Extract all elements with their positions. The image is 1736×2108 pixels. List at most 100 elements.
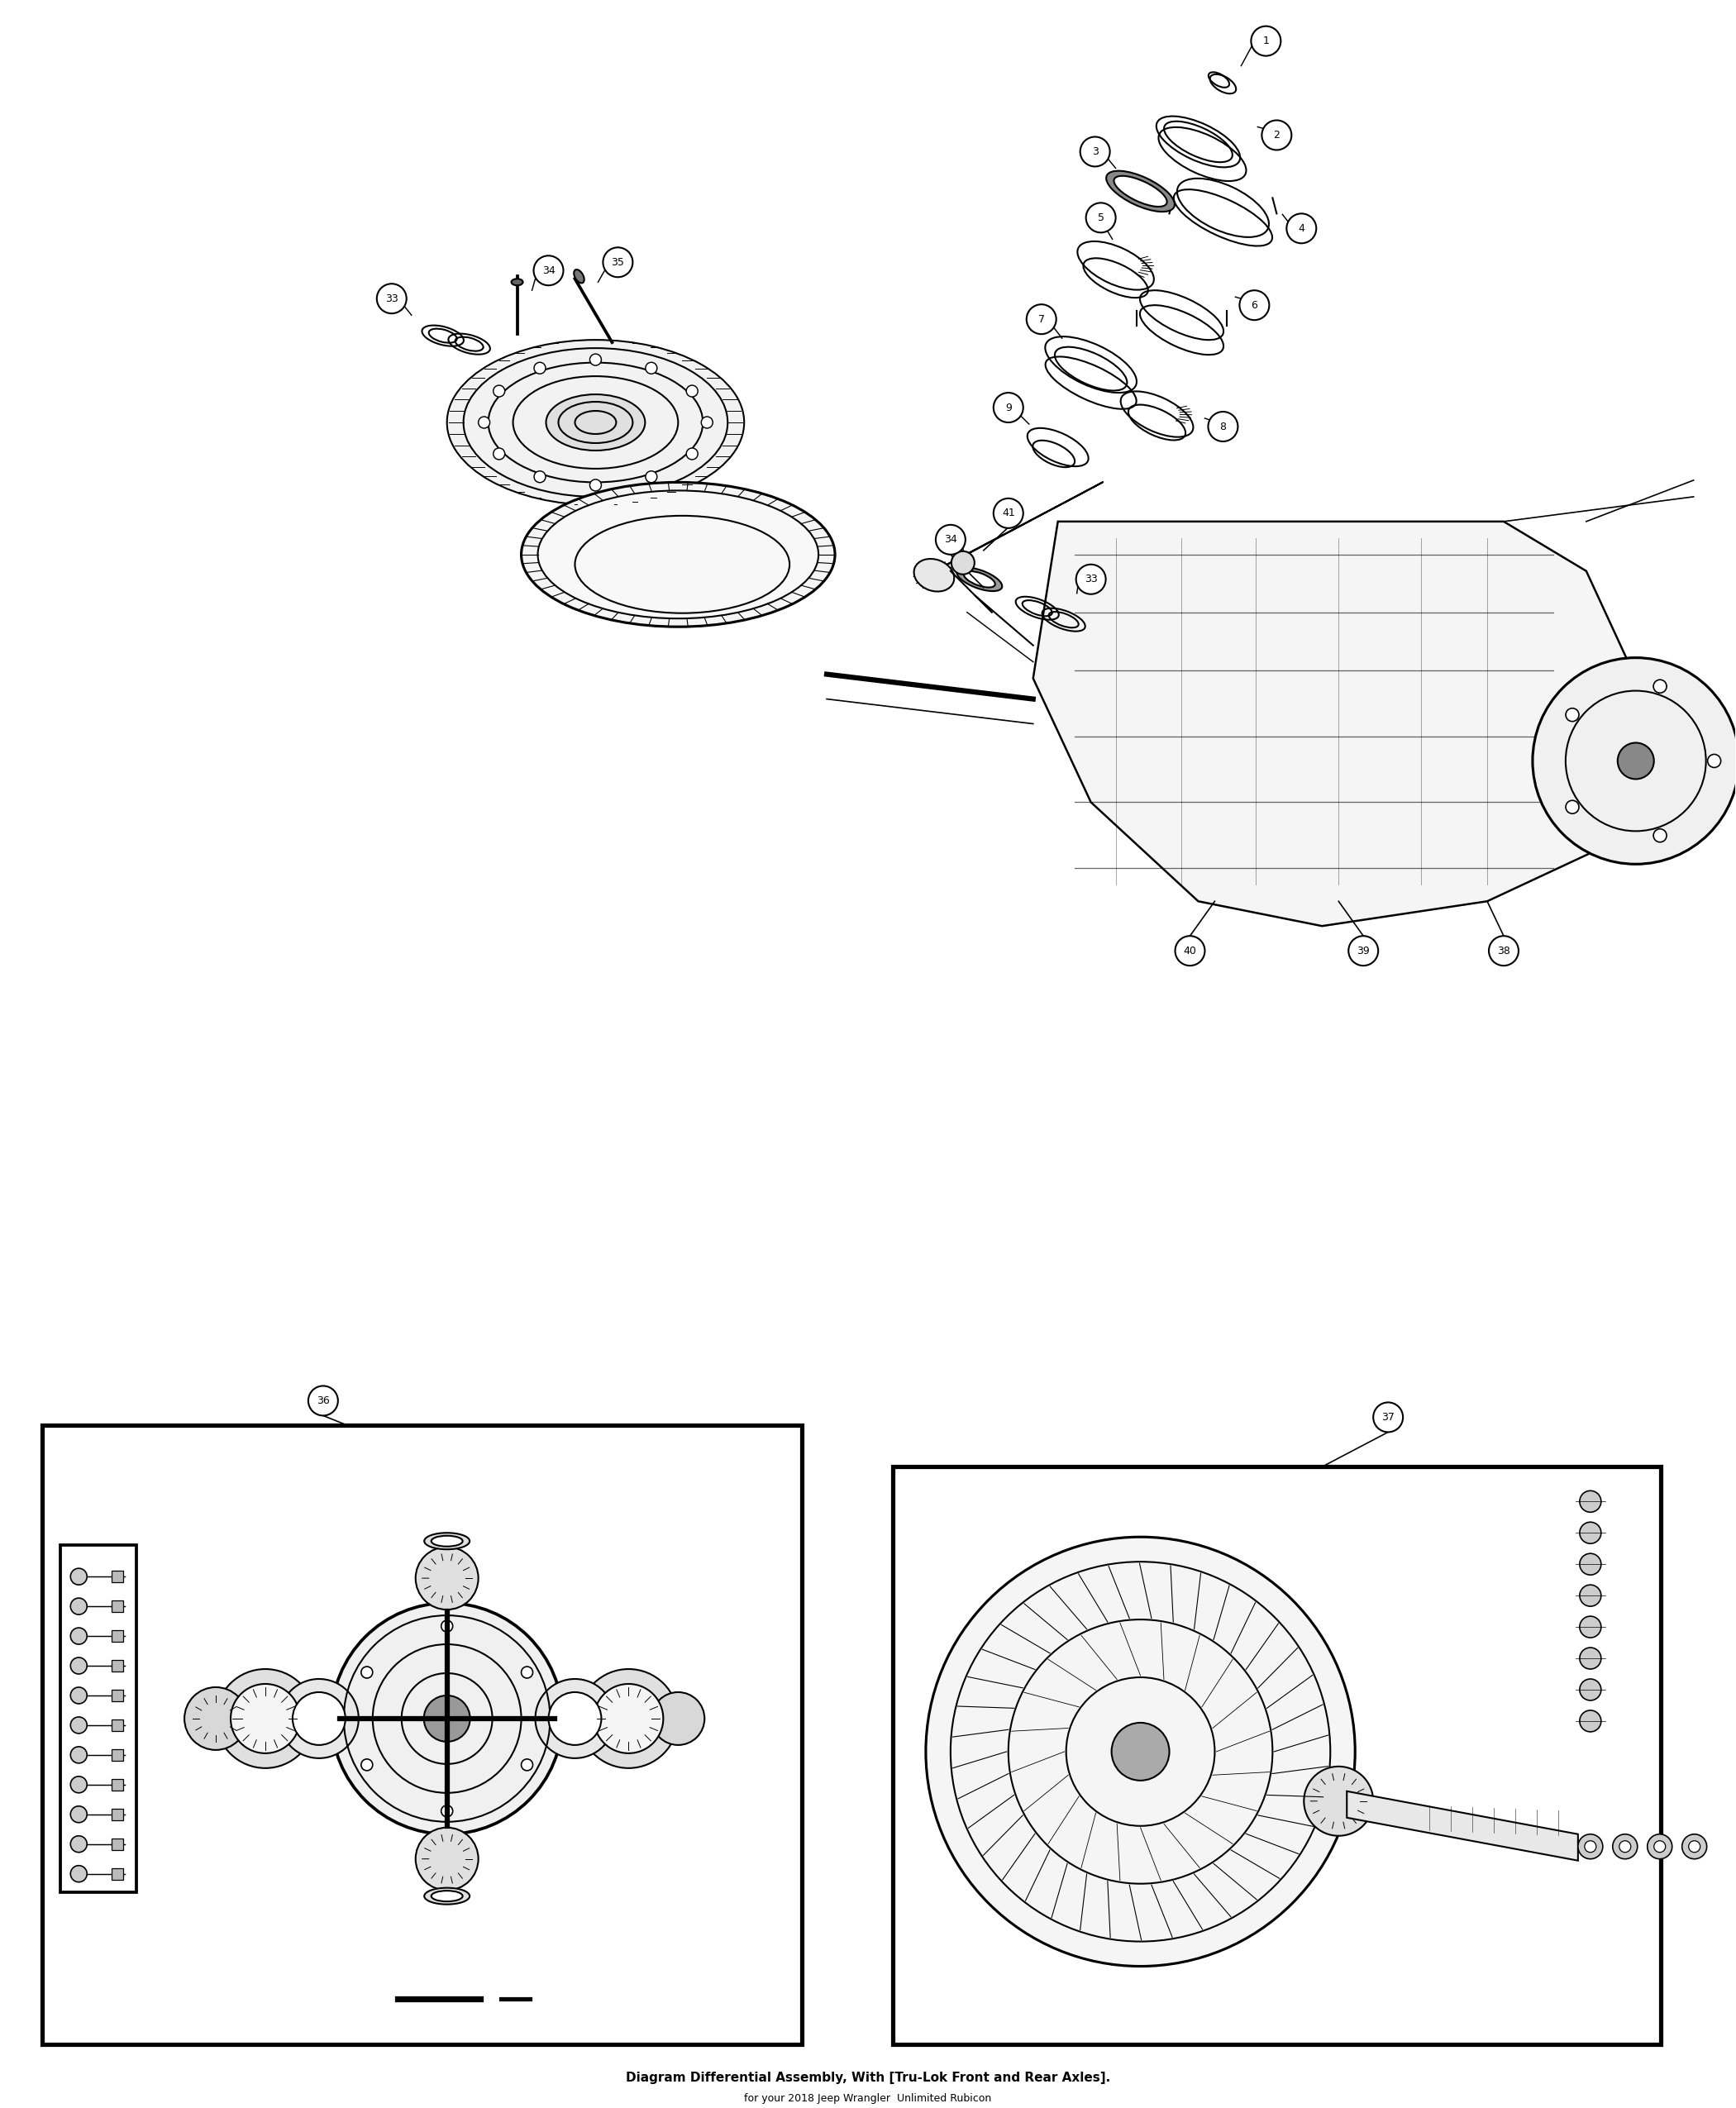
Circle shape xyxy=(1349,936,1378,965)
Circle shape xyxy=(493,386,505,396)
Circle shape xyxy=(993,392,1023,422)
Circle shape xyxy=(646,470,656,483)
Circle shape xyxy=(361,1667,373,1678)
Bar xyxy=(111,1750,123,1760)
Circle shape xyxy=(415,1547,479,1611)
Circle shape xyxy=(1580,1648,1601,1670)
Ellipse shape xyxy=(575,270,585,282)
Circle shape xyxy=(925,1537,1356,1967)
Circle shape xyxy=(493,449,505,460)
Circle shape xyxy=(1580,1678,1601,1701)
Circle shape xyxy=(71,1777,87,1794)
Text: 36: 36 xyxy=(316,1395,330,1406)
Text: 3: 3 xyxy=(1092,145,1099,156)
Circle shape xyxy=(1682,1834,1706,1859)
Bar xyxy=(111,1720,123,1731)
Circle shape xyxy=(1708,755,1720,767)
Ellipse shape xyxy=(913,559,955,592)
Circle shape xyxy=(1111,1722,1170,1781)
Circle shape xyxy=(594,1684,663,1754)
Circle shape xyxy=(71,1686,87,1703)
Circle shape xyxy=(415,1828,479,1891)
Text: 33: 33 xyxy=(1085,573,1097,584)
Text: 7: 7 xyxy=(1038,314,1045,325)
Circle shape xyxy=(993,497,1023,529)
Circle shape xyxy=(441,1621,453,1632)
Bar xyxy=(61,1545,137,1893)
Circle shape xyxy=(71,1627,87,1644)
Ellipse shape xyxy=(512,278,523,285)
Circle shape xyxy=(1654,1840,1665,1853)
Circle shape xyxy=(71,1866,87,1882)
Circle shape xyxy=(535,1678,615,1758)
Circle shape xyxy=(580,1670,679,1769)
Circle shape xyxy=(1647,1834,1672,1859)
Circle shape xyxy=(71,1657,87,1674)
Circle shape xyxy=(1080,137,1109,167)
Ellipse shape xyxy=(538,491,818,618)
Circle shape xyxy=(424,1695,470,1741)
Bar xyxy=(111,1629,123,1642)
Circle shape xyxy=(1087,202,1116,232)
Circle shape xyxy=(1566,801,1580,814)
Circle shape xyxy=(309,1385,339,1417)
Text: Diagram Differential Assembly, With [Tru-Lok Front and Rear Axles].: Diagram Differential Assembly, With [Tru… xyxy=(625,2072,1111,2085)
Ellipse shape xyxy=(1115,175,1167,207)
Circle shape xyxy=(71,1748,87,1762)
Circle shape xyxy=(215,1670,314,1769)
Ellipse shape xyxy=(446,339,745,506)
Circle shape xyxy=(521,1758,533,1771)
Text: 41: 41 xyxy=(1002,508,1016,519)
Ellipse shape xyxy=(431,1891,462,1901)
Circle shape xyxy=(1175,936,1205,965)
Circle shape xyxy=(590,479,601,491)
Circle shape xyxy=(1580,1710,1601,1733)
Circle shape xyxy=(184,1686,247,1750)
Polygon shape xyxy=(1033,521,1635,925)
Ellipse shape xyxy=(424,1889,470,1904)
Circle shape xyxy=(361,1758,373,1771)
Circle shape xyxy=(71,1568,87,1585)
Bar xyxy=(111,1570,123,1583)
Text: 40: 40 xyxy=(1184,944,1196,957)
Ellipse shape xyxy=(1106,171,1175,211)
Circle shape xyxy=(951,550,974,573)
Text: 34: 34 xyxy=(944,533,957,546)
Circle shape xyxy=(533,255,564,285)
Circle shape xyxy=(1580,1522,1601,1543)
Circle shape xyxy=(279,1678,359,1758)
Circle shape xyxy=(602,247,632,276)
Text: 39: 39 xyxy=(1358,944,1370,957)
Text: 4: 4 xyxy=(1299,223,1305,234)
Circle shape xyxy=(1689,1840,1700,1853)
Text: 37: 37 xyxy=(1382,1412,1394,1423)
Circle shape xyxy=(293,1693,345,1745)
Text: 2: 2 xyxy=(1274,131,1279,141)
Ellipse shape xyxy=(957,567,1002,590)
Circle shape xyxy=(686,386,698,396)
Text: 35: 35 xyxy=(611,257,625,268)
Circle shape xyxy=(535,363,545,373)
Text: 1: 1 xyxy=(1262,36,1269,46)
Circle shape xyxy=(1252,25,1281,57)
Circle shape xyxy=(1578,1834,1602,1859)
Text: 34: 34 xyxy=(542,266,556,276)
Circle shape xyxy=(377,285,406,314)
Circle shape xyxy=(686,449,698,460)
Circle shape xyxy=(1613,1834,1637,1859)
Circle shape xyxy=(1580,1585,1601,1606)
Bar xyxy=(111,1779,123,1790)
Circle shape xyxy=(549,1693,601,1745)
Ellipse shape xyxy=(963,571,995,588)
Circle shape xyxy=(231,1684,300,1754)
Bar xyxy=(111,1600,123,1613)
Bar xyxy=(111,1838,123,1851)
Circle shape xyxy=(590,354,601,365)
Circle shape xyxy=(71,1807,87,1823)
Circle shape xyxy=(479,417,490,428)
Bar xyxy=(111,1809,123,1819)
Circle shape xyxy=(1533,658,1736,864)
Polygon shape xyxy=(1347,1792,1578,1861)
Circle shape xyxy=(1076,565,1106,594)
Circle shape xyxy=(936,525,965,554)
